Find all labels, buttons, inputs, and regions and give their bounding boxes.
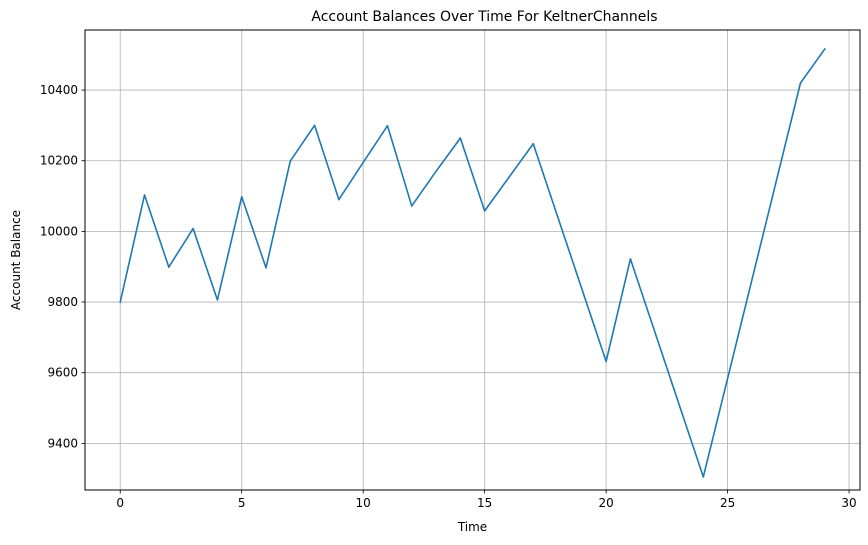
data-point: [605, 360, 607, 363]
data-point: [823, 48, 826, 50]
data-point: [435, 170, 437, 173]
data-point: [119, 301, 122, 303]
plot-frame: [84, 29, 861, 491]
x-tick-label: 20: [598, 496, 613, 510]
data-point: [629, 258, 632, 260]
data-point: [410, 205, 413, 207]
data-point: [168, 266, 170, 268]
series-layer: [119, 47, 826, 478]
x-axis-title: Time: [457, 520, 487, 534]
data-point: [338, 198, 340, 201]
data-point: [532, 142, 535, 145]
x-tick-label: 0: [116, 496, 124, 510]
data-point: [386, 124, 389, 127]
data-point: [799, 82, 802, 84]
data-point: [265, 266, 267, 269]
data-point: [313, 124, 316, 127]
x-tick-label: 30: [841, 496, 856, 510]
plot-background: [85, 30, 860, 490]
data-point: [702, 476, 705, 478]
y-axis: 9400 9600 9800 10000 10200 10400: [40, 83, 85, 450]
data-point: [143, 194, 146, 196]
data-point: [240, 195, 243, 198]
data-point: [362, 161, 364, 164]
y-tick-label: 9800: [47, 295, 78, 309]
y-tick-label: 10000: [40, 224, 78, 238]
grid: [85, 30, 860, 490]
y-tick-label: 9400: [47, 436, 78, 450]
x-tick-label: 10: [356, 496, 371, 510]
chart-title: Account Balances Over Time For KeltnerCh…: [311, 9, 657, 25]
x-tick-label: 25: [720, 496, 735, 510]
data-point: [508, 176, 510, 179]
y-axis-title: Account Balance: [9, 210, 23, 310]
data-point: [459, 137, 462, 139]
y-tick-label: 10200: [40, 154, 78, 168]
data-point: [289, 160, 292, 162]
data-point: [483, 210, 486, 212]
x-tick-label: 15: [477, 496, 492, 510]
data-point: [192, 227, 194, 230]
data-point: [216, 299, 219, 301]
x-axis: 0 5 10 15 20 25 30: [116, 490, 857, 510]
y-tick-label: 10400: [40, 83, 78, 97]
y-tick-label: 9600: [47, 366, 78, 380]
plot-area: [84, 29, 861, 491]
x-tick-label: 5: [238, 496, 246, 510]
